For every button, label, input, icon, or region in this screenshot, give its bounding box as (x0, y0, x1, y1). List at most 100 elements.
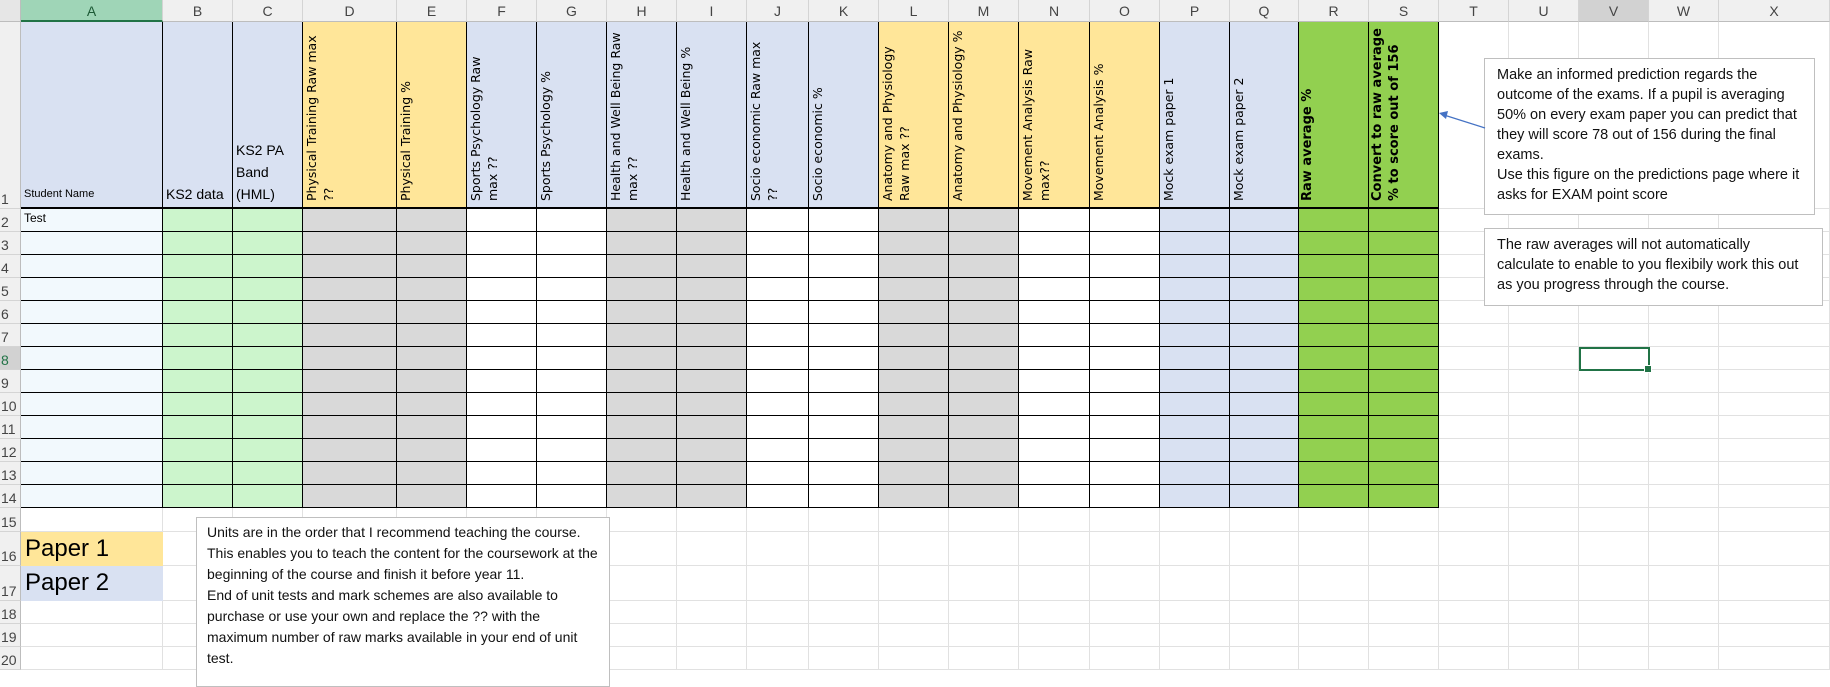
grid-cell[interactable] (1719, 508, 1830, 532)
grid-cell[interactable] (21, 601, 163, 624)
grid-cell[interactable] (747, 532, 809, 566)
cell-i5[interactable] (677, 278, 747, 301)
grid-cell[interactable] (1439, 624, 1509, 647)
row-header-5[interactable]: 5 (0, 278, 21, 301)
cell-k3[interactable] (809, 232, 879, 255)
grid-cell[interactable] (1090, 532, 1160, 566)
grid-cell[interactable] (1439, 324, 1509, 347)
grid-cell[interactable] (1439, 566, 1509, 601)
grid-cell[interactable] (879, 508, 949, 532)
cell-n4[interactable] (1019, 255, 1090, 278)
row-header-17[interactable]: 17 (0, 566, 21, 601)
header-cell-m[interactable]: Anatomy and Physiology % (949, 22, 1019, 209)
cell-f10[interactable] (467, 393, 537, 416)
cell-o5[interactable] (1090, 278, 1160, 301)
cell-e3[interactable] (397, 232, 467, 255)
cell-f5[interactable] (467, 278, 537, 301)
cell-a5[interactable] (21, 278, 163, 301)
grid-cell[interactable] (1439, 301, 1509, 324)
row-header-18[interactable]: 18 (0, 601, 21, 624)
cell-o8[interactable] (1090, 347, 1160, 370)
cell-n7[interactable] (1019, 324, 1090, 347)
cell-d6[interactable] (303, 301, 397, 324)
cell-n5[interactable] (1019, 278, 1090, 301)
grid-cell[interactable] (1019, 647, 1090, 670)
row-header-6[interactable]: 6 (0, 301, 21, 324)
grid-cell[interactable] (1299, 624, 1369, 647)
grid-cell[interactable] (677, 601, 747, 624)
column-header-w[interactable]: W (1649, 0, 1719, 22)
cell-q12[interactable] (1230, 439, 1299, 462)
cell-c9[interactable] (233, 370, 303, 393)
cell-e11[interactable] (397, 416, 467, 439)
cell-h10[interactable] (607, 393, 677, 416)
grid-cell[interactable] (607, 532, 677, 566)
cell-q3[interactable] (1230, 232, 1299, 255)
row-header-16[interactable]: 16 (0, 532, 21, 566)
cell-a4[interactable] (21, 255, 163, 278)
cell-q11[interactable] (1230, 416, 1299, 439)
cell-m14[interactable] (949, 485, 1019, 508)
grid-cell[interactable] (879, 647, 949, 670)
grid-cell[interactable] (1509, 393, 1579, 416)
cell-f7[interactable] (467, 324, 537, 347)
grid-cell[interactable] (1509, 324, 1579, 347)
cell-n6[interactable] (1019, 301, 1090, 324)
grid-cell[interactable] (1649, 624, 1719, 647)
header-cell-l[interactable]: Anatomy and Physiology Raw max ?? (879, 22, 949, 209)
grid-cell[interactable] (809, 601, 879, 624)
cell-k4[interactable] (809, 255, 879, 278)
cell-a11[interactable] (21, 416, 163, 439)
cell-q8[interactable] (1230, 347, 1299, 370)
grid-cell[interactable] (1299, 601, 1369, 624)
cell-p11[interactable] (1160, 416, 1230, 439)
cell-s4[interactable] (1369, 255, 1439, 278)
cell-e4[interactable] (397, 255, 467, 278)
cell-l10[interactable] (879, 393, 949, 416)
cell-r2[interactable] (1299, 209, 1369, 232)
cell-b10[interactable] (163, 393, 233, 416)
grid-cell[interactable] (1090, 566, 1160, 601)
header-cell-g[interactable]: Sports Psychology % (537, 22, 607, 209)
cell-m10[interactable] (949, 393, 1019, 416)
column-header-b[interactable]: B (163, 0, 233, 22)
cell-k6[interactable] (809, 301, 879, 324)
header-cell-p[interactable]: Mock exam paper 1 (1160, 22, 1230, 209)
grid-cell[interactable] (1649, 508, 1719, 532)
grid-cell[interactable] (1160, 508, 1230, 532)
cell-o14[interactable] (1090, 485, 1160, 508)
grid-cell[interactable] (607, 647, 677, 670)
cell-b3[interactable] (163, 232, 233, 255)
cell-o6[interactable] (1090, 301, 1160, 324)
cell-r13[interactable] (1299, 462, 1369, 485)
column-header-g[interactable]: G (537, 0, 607, 22)
cell-g7[interactable] (537, 324, 607, 347)
grid-cell[interactable] (677, 624, 747, 647)
header-cell-s[interactable]: Convert to raw average % to score out of… (1369, 22, 1439, 209)
grid-cell[interactable] (1299, 508, 1369, 532)
cell-i3[interactable] (677, 232, 747, 255)
grid-cell[interactable] (607, 624, 677, 647)
grid-cell[interactable] (1579, 439, 1649, 462)
cell-h13[interactable] (607, 462, 677, 485)
column-header-e[interactable]: E (397, 0, 467, 22)
row-header-4[interactable]: 4 (0, 255, 21, 278)
cell-j10[interactable] (747, 393, 809, 416)
cell-p3[interactable] (1160, 232, 1230, 255)
cell-i6[interactable] (677, 301, 747, 324)
column-header-t[interactable]: T (1439, 0, 1509, 22)
cell-p10[interactable] (1160, 393, 1230, 416)
grid-cell[interactable] (879, 532, 949, 566)
column-header-a[interactable]: A (21, 0, 163, 22)
grid-cell[interactable] (1160, 624, 1230, 647)
grid-cell[interactable] (1649, 532, 1719, 566)
grid-cell[interactable] (1719, 370, 1830, 393)
cell-h8[interactable] (607, 347, 677, 370)
grid-cell[interactable] (1160, 532, 1230, 566)
cell-q14[interactable] (1230, 485, 1299, 508)
cell-a12[interactable] (21, 439, 163, 462)
cell-q7[interactable] (1230, 324, 1299, 347)
note-raw-averages[interactable]: The raw averages will not automatically … (1484, 228, 1823, 306)
cell-o4[interactable] (1090, 255, 1160, 278)
grid-cell[interactable] (1369, 647, 1439, 670)
